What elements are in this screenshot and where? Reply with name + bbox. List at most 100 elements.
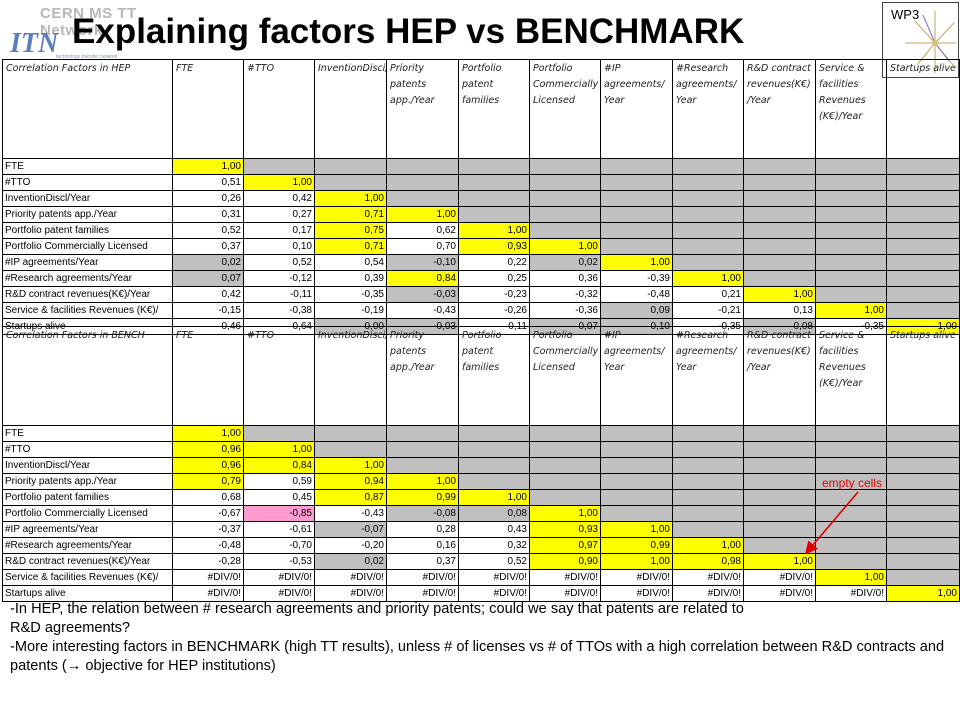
correlation-cell: 1,00 bbox=[815, 302, 887, 319]
correlation-cell: -0,19 bbox=[314, 302, 387, 319]
correlation-cell bbox=[529, 222, 601, 239]
column-header: R&D contract revenues(K€) /Year bbox=[743, 326, 816, 426]
column-header: Startups alive bbox=[886, 59, 960, 159]
correlation-cell bbox=[386, 457, 459, 474]
row-label: Portfolio patent families bbox=[2, 489, 173, 506]
row-label: #Research agreements/Year bbox=[2, 270, 173, 287]
correlation-cell: 0,42 bbox=[172, 286, 244, 303]
correlation-cell bbox=[314, 441, 387, 458]
header-row: Correlation Factors in HEP FTE #TTO Inventi… bbox=[2, 59, 960, 159]
network-brand: CERN MS TT Network ITN technology transf… bbox=[10, 2, 160, 62]
column-header: InventionDisci/Year bbox=[314, 59, 387, 159]
table-row: Portfolio Commercially Licensed 0,37 0,10 0… bbox=[2, 238, 960, 255]
correlation-cell bbox=[815, 158, 887, 175]
network-name: CERN MS TT Network bbox=[40, 5, 137, 39]
correlation-cell bbox=[458, 441, 530, 458]
wp3-label: WP3 bbox=[891, 7, 920, 22]
correlation-cell bbox=[743, 270, 816, 287]
table-row: R&D contract revenues(K€)/Year 0,42 -0,11-… bbox=[2, 286, 960, 303]
column-header: InventionDisci/Year bbox=[314, 326, 387, 426]
correlation-cell: 0,84 bbox=[386, 270, 459, 287]
correlation-cell: 0,93 bbox=[458, 238, 530, 255]
correlation-cell bbox=[672, 158, 744, 175]
correlation-cell: -0,36 bbox=[529, 302, 601, 319]
correlation-cell: 0,27 bbox=[243, 206, 315, 223]
correlation-cell: 0,52 bbox=[458, 553, 530, 570]
table-row: FTE 1,00 bbox=[2, 425, 960, 442]
row-label: R&D contract revenues(K€)/Year bbox=[2, 286, 173, 303]
correlation-cell bbox=[886, 489, 960, 506]
correlation-cell bbox=[672, 505, 744, 522]
column-header: Priority patents app./Year bbox=[386, 59, 459, 159]
column-header: Portfolio Commercially Licensed bbox=[529, 59, 601, 159]
correlation-cell: -0,38 bbox=[243, 302, 315, 319]
column-header: R&D contract revenues(K€) /Year bbox=[743, 59, 816, 159]
correlation-cell: 0,17 bbox=[243, 222, 315, 239]
correlation-cell: 1,00 bbox=[172, 158, 244, 175]
correlation-cell bbox=[529, 206, 601, 223]
correlation-cell bbox=[529, 473, 601, 490]
correlation-cell bbox=[886, 569, 960, 586]
correlation-cell bbox=[743, 174, 816, 191]
correlation-cell bbox=[529, 158, 601, 175]
correlation-cell: 1,00 bbox=[600, 553, 673, 570]
header-row: Correlation Factors in BENCH FTE #TTO Inven… bbox=[2, 326, 960, 426]
comment-line: -In HEP, the relation between # research… bbox=[10, 601, 744, 617]
correlation-cell bbox=[743, 254, 816, 271]
correlation-cell: 0,87 bbox=[314, 489, 387, 506]
correlation-cell bbox=[886, 425, 960, 442]
correlation-cell: -0,32 bbox=[529, 286, 601, 303]
correlation-cell: #DIV/0! bbox=[743, 569, 816, 586]
correlation-cell bbox=[743, 537, 816, 554]
correlation-cell bbox=[600, 425, 673, 442]
column-header: Service & facilities Revenues (K€)/Year bbox=[815, 326, 887, 426]
itn-logo: ITN bbox=[10, 28, 59, 59]
correlation-cell: -0,08 bbox=[386, 505, 459, 522]
correlation-cell bbox=[672, 238, 744, 255]
correlation-cell: 0,02 bbox=[172, 254, 244, 271]
correlation-cell: -0,03 bbox=[386, 286, 459, 303]
correlation-cell bbox=[815, 270, 887, 287]
row-label: Service & facilities Revenues (K€)/ bbox=[2, 302, 173, 319]
correlation-cell: 1,00 bbox=[243, 174, 315, 191]
correlation-cell bbox=[672, 521, 744, 538]
table-row: #IP agreements/Year -0,37 -0,61 -0,07 0,28 0,… bbox=[2, 521, 960, 538]
table-row: #Research agreements/Year 0,07 -0,12 0,39 0,… bbox=[2, 270, 960, 287]
row-label: Priority patents app./Year bbox=[2, 206, 173, 223]
correlation-cell bbox=[743, 473, 816, 490]
correlation-cell bbox=[815, 206, 887, 223]
correlation-cell: #DIV/0! bbox=[600, 585, 673, 602]
correlation-cell: 0,08 bbox=[458, 505, 530, 522]
row-label: Service & facilities Revenues (K€)/ bbox=[2, 569, 173, 586]
correlation-cell bbox=[815, 174, 887, 191]
correlation-cell bbox=[600, 190, 673, 207]
correlation-cell: 0,36 bbox=[529, 270, 601, 287]
correlation-cell bbox=[672, 473, 744, 490]
correlation-cell bbox=[815, 521, 887, 538]
correlation-cell bbox=[743, 521, 816, 538]
correlation-cell bbox=[600, 505, 673, 522]
correlation-cell: -0,15 bbox=[172, 302, 244, 319]
correlation-cell: 0,21 bbox=[672, 286, 744, 303]
correlation-cell: 1,00 bbox=[672, 537, 744, 554]
correlation-cell bbox=[600, 206, 673, 223]
correlation-cell bbox=[815, 238, 887, 255]
correlation-cell: -0,61 bbox=[243, 521, 315, 538]
correlation-cell: #DIV/0! bbox=[529, 585, 601, 602]
row-label: #Research agreements/Year bbox=[2, 537, 173, 554]
correlation-cell bbox=[886, 238, 960, 255]
correlation-cell: 1,00 bbox=[386, 206, 459, 223]
correlation-cell: -0,48 bbox=[172, 537, 244, 554]
table-row: Portfolio patent families 0,52 0,17 0,75 0,6… bbox=[2, 222, 960, 239]
correlation-cell bbox=[743, 158, 816, 175]
correlation-cell bbox=[815, 489, 887, 506]
correlation-cell: 0,52 bbox=[172, 222, 244, 239]
correlation-cell: 0,26 bbox=[172, 190, 244, 207]
table-row: Portfolio patent families 0,68 0,45 0,87 0,9… bbox=[2, 489, 960, 506]
table-row: Priority patents app./Year 0,31 0,27 0,71 1,… bbox=[2, 206, 960, 223]
correlation-cell bbox=[672, 425, 744, 442]
comment-line: R&D agreements? bbox=[10, 620, 131, 636]
correlation-cell bbox=[886, 286, 960, 303]
hep-correlation-table: Correlation Factors in HEP FTE #TTO Inventi… bbox=[2, 59, 960, 335]
correlation-cell bbox=[600, 489, 673, 506]
